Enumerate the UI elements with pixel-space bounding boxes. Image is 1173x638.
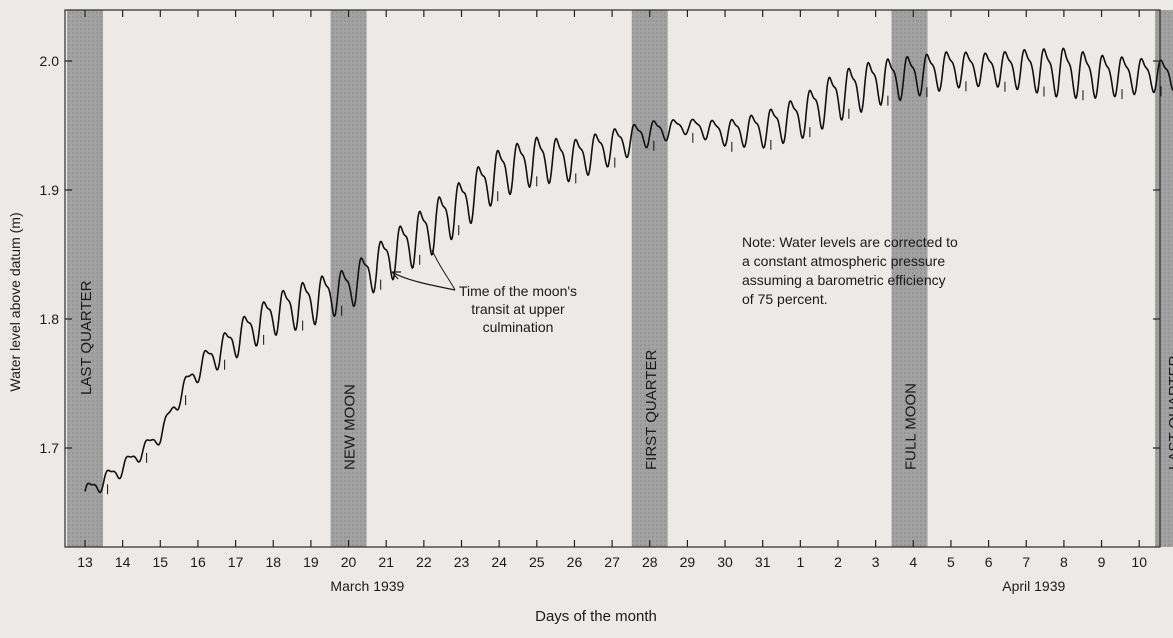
x-tick-label: 7 <box>1022 554 1030 570</box>
note-line-2: a constant atmospheric pressure <box>742 253 945 269</box>
y-tick-label: 1.9 <box>40 182 60 198</box>
moon-phase-band <box>631 10 668 547</box>
moon-phase-band <box>891 10 928 547</box>
x-tick-label: 14 <box>115 554 131 570</box>
transit-label-line-2: transit at upper <box>471 301 565 317</box>
x-tick-label: 21 <box>378 554 394 570</box>
x-tick-label: 17 <box>228 554 244 570</box>
x-tick-label: 22 <box>416 554 432 570</box>
x-tick-label: 28 <box>642 554 658 570</box>
x-tick-label: 19 <box>303 554 319 570</box>
month-label: March 1939 <box>330 578 404 594</box>
transit-arrow-secondary <box>431 249 456 291</box>
x-tick-label: 9 <box>1098 554 1106 570</box>
x-tick-label: 1 <box>796 554 804 570</box>
moon-phase-label: LAST QUARTER <box>1166 355 1173 470</box>
water-level-series-line <box>84 47 1173 494</box>
x-tick-label: 8 <box>1060 554 1068 570</box>
y-tick-label: 1.8 <box>40 311 60 327</box>
transit-label-line-1: Time of the moon's <box>459 283 577 299</box>
x-axis-title: Days of the month <box>535 608 657 625</box>
x-tick-label: 24 <box>491 554 507 570</box>
x-tick-label: 5 <box>947 554 955 570</box>
x-tick-label: 20 <box>341 554 357 570</box>
x-tick-label: 6 <box>985 554 993 570</box>
plot-frame <box>64 9 1161 548</box>
moon-phase-label: LAST QUARTER <box>78 280 95 395</box>
transit-annotation: Time of the moon's transit at upper culm… <box>391 249 577 335</box>
moon-phase-label: FIRST QUARTER <box>643 350 660 470</box>
note-annotation: Note: Water levels are corrected to a co… <box>742 234 958 307</box>
x-tick-label: 30 <box>717 554 733 570</box>
x-tick-label: 16 <box>190 554 206 570</box>
month-label: April 1939 <box>1002 578 1065 594</box>
transit-arrow <box>391 271 456 291</box>
note-line-1: Note: Water levels are corrected to <box>742 234 958 250</box>
x-tick-label: 15 <box>153 554 169 570</box>
moon-phase-label: NEW MOON <box>342 384 359 470</box>
x-tick-label: 10 <box>1131 554 1147 570</box>
x-tick-label: 29 <box>680 554 696 570</box>
x-tick-label: 2 <box>834 554 842 570</box>
x-tick-label: 31 <box>755 554 771 570</box>
x-tick-label: 4 <box>909 554 917 570</box>
x-tick-label: 25 <box>529 554 545 570</box>
moon-phase-band <box>67 10 103 547</box>
note-line-4: of 75 percent. <box>742 291 828 307</box>
x-tick-label: 13 <box>77 554 93 570</box>
x-tick-label: 18 <box>265 554 281 570</box>
y-tick-label: 2.0 <box>40 53 60 69</box>
moon-phase-label: FULL MOON <box>903 383 920 470</box>
x-tick-label: 27 <box>604 554 620 570</box>
transit-arrowhead <box>391 271 401 280</box>
x-tick-label: 26 <box>567 554 583 570</box>
y-axis-title: Water level above datum (m) <box>7 212 23 391</box>
note-line-3: assuming a barometric efficiency <box>742 272 946 288</box>
y-tick-label: 1.7 <box>40 440 60 456</box>
moon-phase-band <box>330 10 367 547</box>
x-tick-label: 3 <box>872 554 880 570</box>
x-tick-label: 23 <box>454 554 470 570</box>
transit-label-line-3: culmination <box>483 319 554 335</box>
